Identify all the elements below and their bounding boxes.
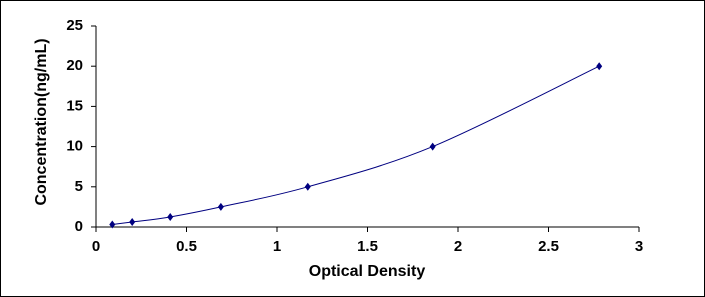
point (304, 182, 311, 191)
y-axis-title: Concentration(ng/mL) (33, 38, 50, 205)
x-tick-label: 1.5 (357, 238, 378, 255)
y-tick-label: 25 (66, 17, 83, 34)
x-tick-label: 1 (273, 238, 281, 255)
y-tick-label: 10 (66, 138, 83, 155)
point (429, 142, 436, 151)
x-tick-label: 2.5 (538, 238, 559, 255)
y-tick-label: 20 (66, 57, 83, 74)
y-tick-label: 0 (75, 218, 83, 235)
x-tick-label: 0 (92, 238, 100, 255)
x-tick-label: 0.5 (176, 238, 197, 255)
x-axis-title: Optical Density (309, 263, 426, 280)
y-tick-label: 15 (66, 97, 83, 114)
x-tick-label: 2 (454, 238, 462, 255)
point (167, 212, 174, 221)
point (129, 217, 136, 226)
point (109, 220, 116, 229)
x-tick-label: 3 (635, 238, 643, 255)
point (596, 62, 603, 71)
point (217, 202, 224, 211)
curve (112, 65, 600, 226)
y-tick-label: 5 (75, 178, 83, 195)
